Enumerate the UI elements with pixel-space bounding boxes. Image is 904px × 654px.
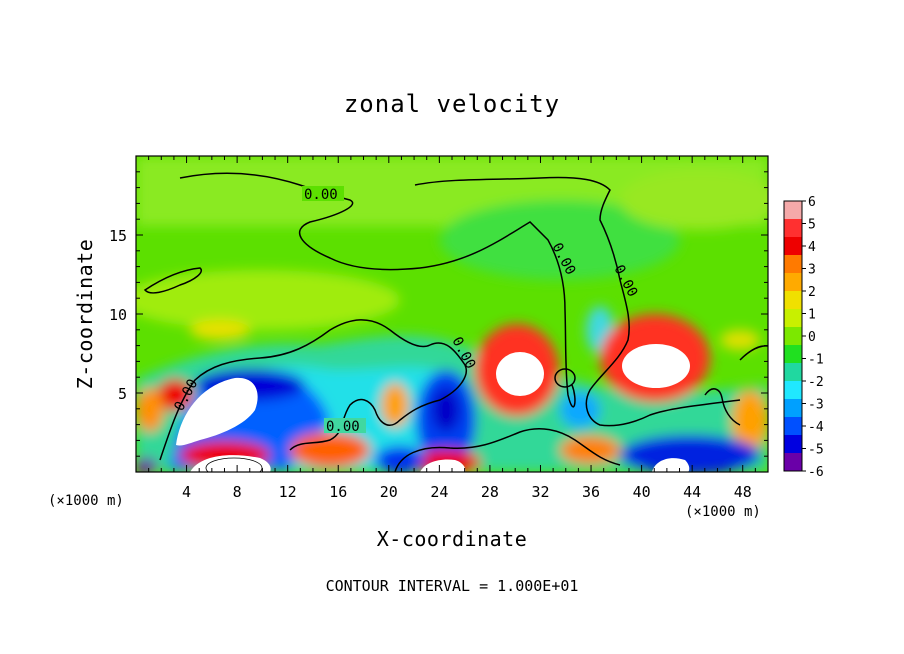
colorbar-swatch — [784, 273, 802, 292]
y-tick-label: 5 — [118, 385, 127, 403]
colorbar-tick-label: 6 — [808, 195, 816, 210]
colorbar-swatch — [784, 201, 802, 220]
orange-blob — [732, 390, 768, 450]
x-tick-label: 16 — [329, 483, 347, 501]
x-tick-label: 48 — [734, 483, 752, 501]
orange-blob — [136, 388, 164, 432]
contour-line — [143, 267, 202, 294]
x-tick-label: 4 — [182, 483, 191, 501]
colorbar-swatch — [784, 219, 802, 238]
colorbar: 6 5 4 3 2 1 0 -1 -2 -3 -4 -5 -6 — [783, 195, 824, 480]
colorbar-tick-label: 3 — [808, 263, 816, 278]
y-axis-label: Z-coordinate — [73, 239, 97, 390]
saturated-core — [176, 377, 258, 446]
x-tick-label: 12 — [279, 483, 297, 501]
upper-field-patch — [620, 170, 768, 230]
y-tick-label: 10 — [109, 306, 127, 324]
colorbar-swatch — [784, 291, 802, 310]
colorbar-swatch — [784, 381, 802, 400]
x-tick-label: 20 — [380, 483, 398, 501]
colorbar-tick-label: 4 — [808, 240, 816, 255]
orange-blob — [381, 383, 409, 427]
contour-line — [159, 319, 467, 461]
colorbar-swatch — [784, 309, 802, 328]
colorbar-tick-label: -3 — [808, 398, 824, 413]
colorbar-swatch — [784, 435, 802, 454]
colorbar-swatch — [784, 237, 802, 256]
contour-interval: CONTOUR INTERVAL = 1.000E+01 — [326, 577, 579, 595]
contour-line — [704, 388, 741, 426]
colorbar-tick-label: -1 — [808, 353, 824, 368]
colorbar-tick-label: 2 — [808, 285, 816, 300]
colorbar-tick-label: 1 — [808, 308, 816, 323]
contour-label-bg — [302, 186, 344, 201]
colorbar-tick-label: -5 — [808, 443, 824, 458]
yellow-patch — [190, 320, 250, 340]
colorbar-tick-label: -6 — [808, 465, 824, 480]
x-axis-label: X-coordinate — [377, 527, 528, 551]
purple-patch — [136, 458, 158, 472]
contour-label-bg — [324, 418, 366, 433]
colorbar-tick-label: 0 — [808, 330, 816, 345]
saturated-core — [190, 455, 271, 472]
contour-label: 0.00 — [304, 187, 338, 203]
x-tick-label: 28 — [481, 483, 499, 501]
colorbar-swatch — [784, 453, 802, 472]
x-tick-label: 8 — [233, 483, 242, 501]
yellow-patch — [720, 330, 760, 350]
contour-line — [414, 176, 741, 427]
colorbar-tick-label: -2 — [808, 375, 824, 390]
colorbar-swatch — [784, 399, 802, 418]
saturated-core — [622, 344, 690, 388]
plot-area: 0.00 0.00 0.00 0.00 0.00 0.00 — [136, 156, 768, 472]
x-tick-label: 32 — [531, 483, 549, 501]
chart-title: zonal velocity — [344, 90, 560, 118]
colorbar-swatch — [784, 417, 802, 436]
blue-patch — [560, 392, 600, 428]
saturated-core — [496, 352, 544, 396]
saturated-core — [420, 459, 466, 472]
colorbar-swatch — [784, 327, 802, 346]
contour-line — [394, 428, 621, 472]
x-axis: 4 8 12 16 20 24 28 32 36 40 44 48 — [135, 156, 769, 501]
colorbar-swatch — [784, 345, 802, 364]
x-tick-label: 44 — [683, 483, 701, 501]
x-unit-left: (×1000 m) — [48, 493, 124, 509]
y-axis: 5 10 15 — [109, 171, 768, 457]
orange-blob — [290, 432, 370, 468]
x-tick-label: 36 — [582, 483, 600, 501]
upper-field-patch — [440, 200, 680, 280]
colorbar-swatch — [784, 255, 802, 274]
colorbar-tick-label: -4 — [808, 420, 824, 435]
y-tick-label: 15 — [109, 227, 127, 245]
red-blob — [157, 379, 193, 411]
blue-patch — [620, 435, 760, 472]
upper-field-patch — [136, 270, 400, 330]
colorbar-swatch — [784, 363, 802, 382]
contour-loop — [554, 368, 576, 388]
colorbar-tick-label: 5 — [808, 218, 816, 233]
contour-label: 0.00 — [326, 419, 360, 435]
x-unit-right: (×1000 m) — [685, 504, 761, 520]
x-tick-label: 24 — [430, 483, 448, 501]
x-tick-label: 40 — [633, 483, 651, 501]
blue-column-core — [432, 388, 460, 432]
